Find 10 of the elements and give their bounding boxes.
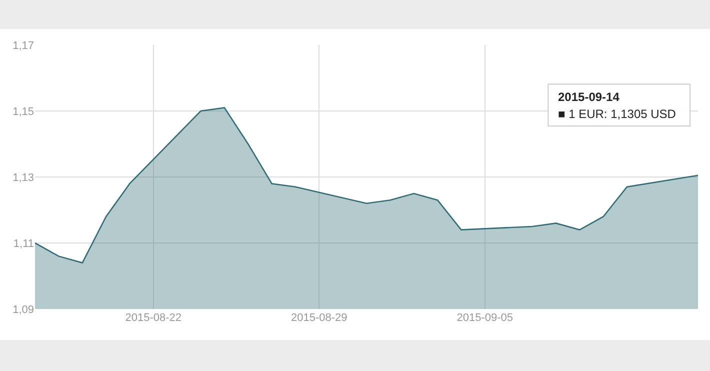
y-tick-label: 1,09 [12,304,34,316]
x-tick-label: 2015-08-29 [291,312,348,324]
x-tick-label: 2015-09-05 [456,312,514,324]
x-tick-label: 2015-08-22 [125,312,182,324]
annotation: ■ 1 EUR: 1,1305 USD [558,107,676,121]
y-tick-label: 1,17 [12,40,34,52]
y-tick-label: 1,13 [12,172,34,184]
annotation: 2015-09-14 [558,90,620,104]
y-tick-label: 1,11 [13,238,34,250]
y-tick-label: 1,15 [12,106,34,118]
